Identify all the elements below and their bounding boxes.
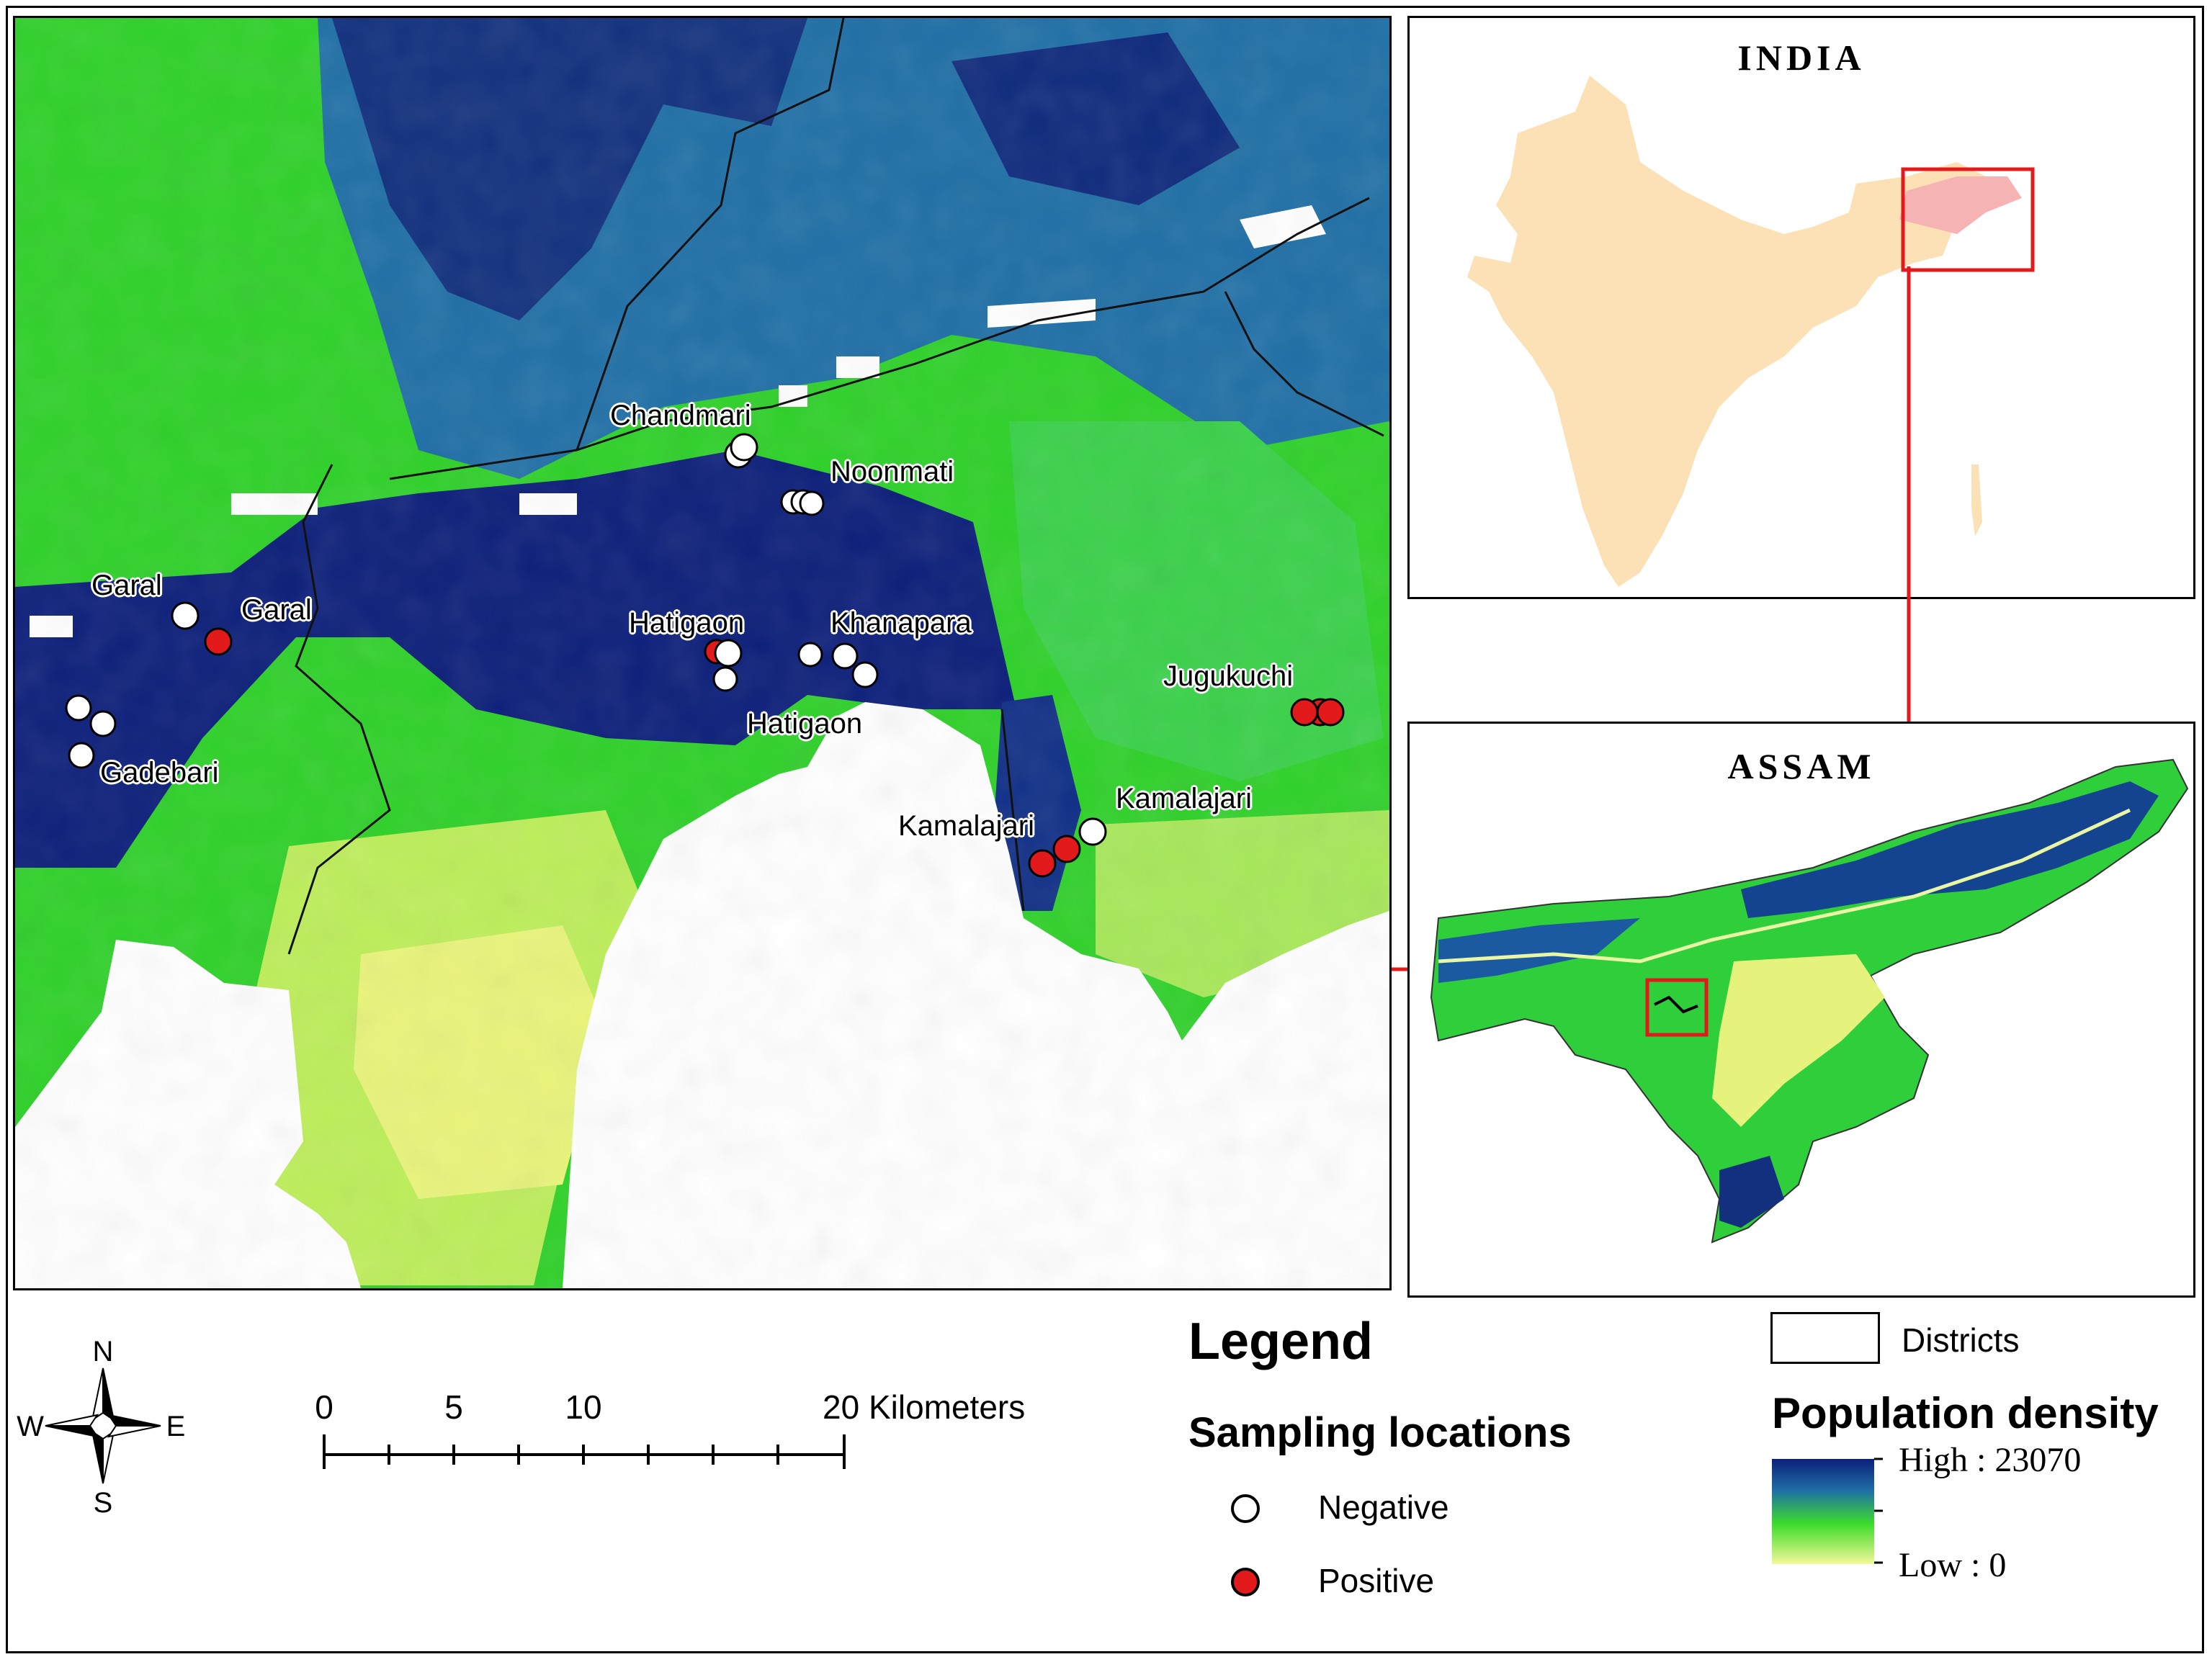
site-label-kamalajari-west: Kamalajari xyxy=(898,810,1034,842)
assam-southern-dense xyxy=(1719,1156,1784,1228)
scale-label-10: 10 xyxy=(565,1388,601,1426)
ramp-ticks xyxy=(1874,1457,1883,1564)
sample-point-negative[interactable] xyxy=(730,433,758,462)
population-density-raster xyxy=(15,18,1389,1288)
india-landmass xyxy=(1467,76,2000,587)
sampling-points-layer xyxy=(65,433,1345,878)
compass-north: N xyxy=(93,1336,114,1367)
sample-point-negative[interactable] xyxy=(851,661,879,688)
sample-point-negative[interactable] xyxy=(68,742,95,769)
assam-locator-box xyxy=(1901,167,2035,272)
sample-point-negative[interactable] xyxy=(712,666,738,692)
density-high-label: High : 23070 xyxy=(1899,1441,2082,1479)
legend-positive-symbol xyxy=(1231,1568,1260,1596)
north-arrow-compass: N W E S xyxy=(17,1336,186,1519)
sample-point-negative[interactable] xyxy=(799,490,825,516)
site-label-garal-east: Garal xyxy=(241,594,312,626)
sample-point-negative[interactable] xyxy=(89,710,117,737)
sample-point-negative[interactable] xyxy=(714,639,743,668)
site-label-kamalajari-east: Kamalajari xyxy=(1116,783,1252,814)
scale-label-0: 0 xyxy=(315,1388,333,1426)
site-label-chandmari: Chandmari xyxy=(610,400,751,431)
sample-point-negative[interactable] xyxy=(1078,817,1107,846)
study-area-locator-box xyxy=(1645,978,1709,1037)
site-label-garal-west: Garal xyxy=(91,570,162,601)
compass-east: E xyxy=(166,1411,186,1442)
legend-positive-label: Positive xyxy=(1318,1562,1435,1599)
india-outline xyxy=(1467,76,2035,587)
legend-districts-label: Districts xyxy=(1902,1321,2020,1359)
main-study-area-map: Chandmari Noonmati Garal Garal Hatigaon … xyxy=(13,16,1392,1290)
assam-outline xyxy=(1430,758,2189,1244)
assam-dense-west xyxy=(1438,918,1640,983)
site-label-hatigaon-north: Hatigaon xyxy=(629,607,745,639)
legend-districts-swatch xyxy=(1770,1312,1880,1364)
study-area-points xyxy=(1654,995,1698,1014)
legend-title: Legend xyxy=(1188,1313,1374,1370)
site-label-gadebari: Gadebari xyxy=(100,757,219,789)
sample-point-positive[interactable] xyxy=(1290,698,1319,727)
assam-low-south xyxy=(1712,954,1885,1127)
sample-point-negative[interactable] xyxy=(65,694,92,722)
sample-point-positive[interactable] xyxy=(1316,698,1345,727)
compass-west: W xyxy=(17,1411,44,1442)
site-label-jugukuchi: Jugukuchi xyxy=(1163,660,1294,692)
india-title: INDIA xyxy=(1737,37,1866,78)
river-brahmaputra xyxy=(1438,808,2131,963)
assam-title: ASSAM xyxy=(1727,746,1876,786)
sample-point-positive[interactable] xyxy=(1052,835,1081,863)
population-density-title: Population density xyxy=(1772,1389,2159,1437)
islands xyxy=(1971,464,1982,536)
compass-south: S xyxy=(94,1487,113,1519)
assam-population-map: ASSAM xyxy=(1407,722,2195,1298)
site-label-hatigaon-south: Hatigaon xyxy=(747,708,863,740)
site-label-khanapara: Khanapara xyxy=(830,607,972,639)
scale-label-20: 20 Kilometers xyxy=(823,1388,1025,1426)
scale-bar: 0 5 10 20 Kilometers xyxy=(315,1388,1025,1469)
sample-point-negative[interactable] xyxy=(831,642,859,670)
sample-point-negative[interactable] xyxy=(797,642,823,668)
legend-negative-symbol xyxy=(1231,1494,1260,1523)
population-density-ramp xyxy=(1772,1459,1874,1564)
density-low-label: Low : 0 xyxy=(1899,1546,2007,1584)
legend-negative-label: Negative xyxy=(1318,1488,1449,1526)
assam-dense-north xyxy=(1741,781,2159,918)
scale-label-5: 5 xyxy=(444,1388,463,1426)
sample-point-positive[interactable] xyxy=(204,627,233,656)
site-label-noonmati: Noonmati xyxy=(830,456,954,488)
india-locator-map: INDIA xyxy=(1407,16,2195,599)
sample-point-negative[interactable] xyxy=(171,601,200,630)
raster-texture xyxy=(15,18,1389,1288)
district-boundaries xyxy=(287,18,1384,955)
assam-highlight[interactable] xyxy=(1899,176,2022,234)
sampling-locations-title: Sampling locations xyxy=(1188,1409,1572,1456)
sample-point-positive[interactable] xyxy=(1028,849,1057,878)
